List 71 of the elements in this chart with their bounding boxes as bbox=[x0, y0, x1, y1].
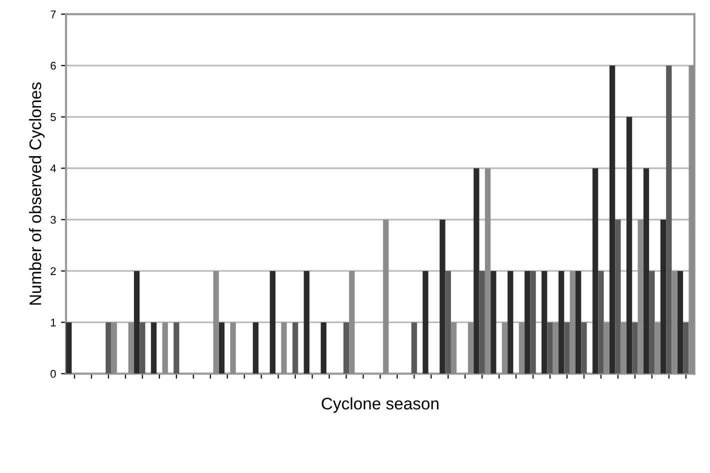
bar bbox=[615, 220, 621, 374]
bar bbox=[252, 322, 258, 374]
y-tick-label: 6 bbox=[50, 62, 56, 70]
bar bbox=[649, 270, 655, 374]
bar bbox=[440, 220, 446, 374]
bar bbox=[320, 322, 326, 374]
bar bbox=[604, 322, 610, 374]
y-tick-label: 7 bbox=[50, 10, 56, 18]
bar bbox=[106, 322, 112, 374]
bar bbox=[609, 66, 616, 374]
y-tick-label: 0 bbox=[50, 370, 56, 378]
bar bbox=[383, 220, 389, 374]
bar bbox=[174, 322, 180, 374]
bar bbox=[134, 270, 140, 374]
bar bbox=[445, 270, 451, 374]
bar bbox=[660, 220, 666, 374]
x-axis-title: Cyclone season bbox=[322, 397, 438, 413]
bar bbox=[230, 322, 236, 374]
bar bbox=[450, 322, 457, 374]
bar bbox=[638, 220, 644, 374]
y-tick-label: 5 bbox=[50, 113, 56, 122]
bar bbox=[490, 270, 496, 374]
bar bbox=[218, 322, 225, 374]
bar bbox=[592, 168, 598, 374]
bar bbox=[677, 270, 684, 374]
bar bbox=[411, 322, 417, 374]
bar bbox=[484, 168, 491, 374]
y-tick-label: 4 bbox=[50, 164, 56, 172]
bar bbox=[547, 322, 553, 374]
bar bbox=[162, 322, 168, 374]
bar bbox=[672, 270, 678, 374]
y-axis-title: Number of observed Cyclones bbox=[29, 82, 45, 305]
bar bbox=[581, 322, 587, 374]
bar bbox=[654, 322, 660, 374]
bar bbox=[518, 322, 525, 374]
bar bbox=[598, 270, 604, 374]
bar bbox=[688, 66, 694, 374]
y-tick-label: 3 bbox=[50, 216, 56, 224]
y-tick-label: 2 bbox=[50, 267, 56, 275]
y-tick-label: 1 bbox=[50, 318, 56, 326]
bar bbox=[552, 322, 559, 374]
bar bbox=[508, 270, 514, 374]
bar bbox=[502, 322, 508, 374]
bar bbox=[281, 322, 287, 374]
bar bbox=[620, 322, 626, 374]
bar bbox=[479, 270, 485, 374]
bar bbox=[140, 322, 146, 374]
bar bbox=[292, 322, 298, 374]
bar bbox=[524, 270, 530, 374]
bar bbox=[349, 270, 355, 374]
bar bbox=[558, 270, 564, 374]
bar bbox=[564, 322, 570, 374]
bar bbox=[542, 270, 548, 374]
bar bbox=[468, 322, 474, 374]
bar bbox=[474, 168, 480, 374]
bar bbox=[530, 270, 536, 374]
bar bbox=[213, 270, 219, 374]
bar bbox=[270, 270, 276, 374]
bar bbox=[422, 270, 428, 374]
bar bbox=[576, 270, 582, 374]
bar bbox=[128, 322, 134, 374]
bar bbox=[570, 270, 576, 374]
bar bbox=[111, 322, 117, 374]
bar bbox=[304, 270, 310, 374]
bar bbox=[343, 322, 350, 374]
bar bbox=[626, 116, 632, 374]
bar bbox=[632, 322, 638, 374]
bar bbox=[643, 168, 650, 374]
bar bbox=[683, 322, 689, 374]
bar bbox=[666, 66, 672, 374]
bar bbox=[150, 322, 157, 374]
